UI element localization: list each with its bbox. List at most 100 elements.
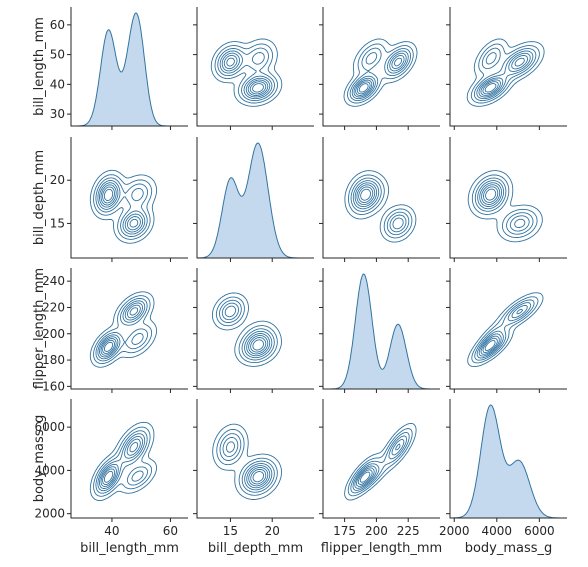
y-axis-label-flipper-length-mm: flipper_length_mm xyxy=(32,268,47,389)
axis-spine xyxy=(449,268,567,390)
y-tick-label: 15 xyxy=(50,216,65,230)
contour-level-8 xyxy=(103,341,114,352)
contour-level-8 xyxy=(484,83,497,93)
contour-level-8 xyxy=(252,83,264,93)
contour-level-5 xyxy=(354,182,404,230)
axis-spine xyxy=(70,137,188,259)
axis-spine xyxy=(70,399,188,519)
contour-level-7 xyxy=(102,441,139,485)
panel-bill-length-mm-vs-bill-depth-mm xyxy=(193,7,314,130)
contour-level-2 xyxy=(347,43,414,104)
y-tick-label: 200 xyxy=(42,327,65,341)
panel-body-mass-g-vs-body-mass-g: 2000 4000 6000 body_mass_g xyxy=(439,399,567,556)
x-tick-label: 4000 xyxy=(482,524,513,538)
contour-level-4 xyxy=(97,300,146,360)
contour-level-8 xyxy=(360,188,372,201)
y-axis-label-bill-length-mm: bill_length_mm xyxy=(32,17,47,116)
contour-level-4 xyxy=(222,437,273,491)
panel-body-mass-g-vs-flipper-length-mm: 175 200 225 flipper_length_mm xyxy=(319,399,442,556)
contour-level-5 xyxy=(478,52,531,98)
contour-level-1 xyxy=(89,421,158,501)
y-tick-label: 50 xyxy=(50,48,65,62)
contour-level-4 xyxy=(476,302,532,359)
contour-level-8 xyxy=(252,339,264,351)
axis-spine xyxy=(70,268,188,390)
axis-spine xyxy=(449,137,567,259)
contour-level-3 xyxy=(474,177,534,235)
y-tick-label: 180 xyxy=(42,353,65,367)
x-tick-label: 6000 xyxy=(524,524,555,538)
x-axis-label-body-mass-g: body_mass_g xyxy=(465,541,553,556)
x-tick-label: 200 xyxy=(365,524,388,538)
contour-level-3 xyxy=(473,47,537,102)
contour-level-5 xyxy=(226,441,271,489)
contour-level-8 xyxy=(484,340,496,351)
x-tick-label: 2000 xyxy=(439,524,470,538)
y-tick-label: 160 xyxy=(42,379,65,393)
axis-spine xyxy=(196,137,314,259)
contour-level-7 xyxy=(250,468,267,485)
contour-level-8 xyxy=(252,471,265,483)
contour-level-7 xyxy=(102,186,139,228)
contour-level-1 xyxy=(89,291,158,368)
contour-level-7 xyxy=(483,186,499,203)
contour-level-3 xyxy=(350,177,410,236)
contour-level-1 xyxy=(467,292,544,368)
x-tick-label: 60 xyxy=(163,524,178,538)
contour-level-2 xyxy=(93,295,153,365)
contour-level-6 xyxy=(223,54,269,96)
contour-level-1 xyxy=(89,169,158,244)
contour-level-6 xyxy=(100,438,141,488)
x-tick-label: 175 xyxy=(333,524,356,538)
axis-spine xyxy=(322,268,440,390)
contour-level-6 xyxy=(356,443,401,487)
contour-level-7 xyxy=(102,307,139,354)
contour-level-5 xyxy=(478,304,528,357)
contour-level-7 xyxy=(357,469,373,485)
contour-level-4 xyxy=(352,180,407,233)
contour-level-5 xyxy=(99,435,144,489)
kde-line-flipper-length-mm xyxy=(323,273,440,389)
kde-line-bill-length-mm xyxy=(71,12,188,126)
contour-level-4 xyxy=(351,50,409,100)
panel-body-mass-g-vs-bill-depth-mm: 15 20 bill_depth_mm xyxy=(193,399,314,556)
contour-level-1 xyxy=(210,38,283,107)
axis-spine xyxy=(70,7,188,127)
contour-level-2 xyxy=(471,296,539,364)
contour-level-3 xyxy=(95,430,149,494)
contour-level-7 xyxy=(226,57,267,95)
contour-level-4 xyxy=(477,180,530,232)
panel-bill-depth-mm-vs-bill-depth-mm xyxy=(193,137,314,262)
y-axis-label-body-mass-g: body_mass_g xyxy=(32,415,47,503)
contour-level-4 xyxy=(97,433,146,492)
y-tick-label: 4000 xyxy=(34,463,65,477)
contour-level-3 xyxy=(219,433,275,493)
contour-level-2 xyxy=(348,174,413,239)
y-tick-label: 6000 xyxy=(34,420,65,434)
contour-level-3 xyxy=(219,299,275,361)
contour-level-2 xyxy=(214,43,279,104)
contour-level-5 xyxy=(354,438,405,489)
kde-fill-bill-depth-mm xyxy=(197,143,314,258)
axis-spine xyxy=(196,7,314,127)
y-tick-label: 240 xyxy=(42,274,65,288)
axis-spine xyxy=(449,399,567,519)
axis-spine xyxy=(322,399,440,519)
contour-level-4 xyxy=(219,50,273,100)
contour-level-2 xyxy=(471,174,538,238)
contour-level-4 xyxy=(352,435,407,491)
contour-level-7 xyxy=(358,186,374,203)
y-tick-label: 220 xyxy=(42,300,65,314)
contour-level-6 xyxy=(481,184,501,205)
y-tick-label: 2000 xyxy=(34,507,65,521)
contour-level-5 xyxy=(479,182,526,228)
contour-level-1 xyxy=(212,423,282,500)
y-tick-label: 40 xyxy=(50,77,65,91)
contour-level-6 xyxy=(356,184,376,206)
contour-level-1 xyxy=(344,170,417,243)
panel-bill-depth-mm-vs-body-mass-g xyxy=(446,137,567,262)
contour-level-5 xyxy=(353,52,407,98)
contour-level-8 xyxy=(485,188,497,201)
